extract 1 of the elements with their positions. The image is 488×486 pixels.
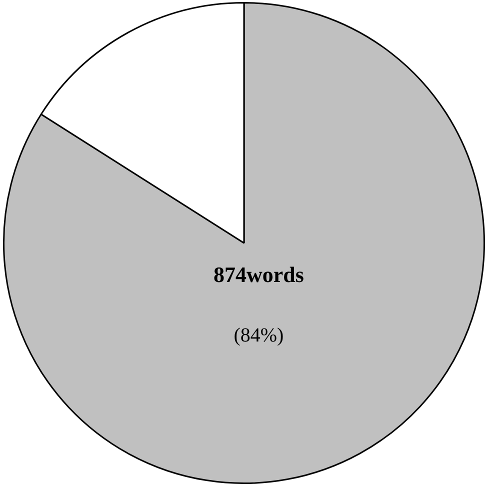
text: 874words (84%) (213, 262, 304, 346)
